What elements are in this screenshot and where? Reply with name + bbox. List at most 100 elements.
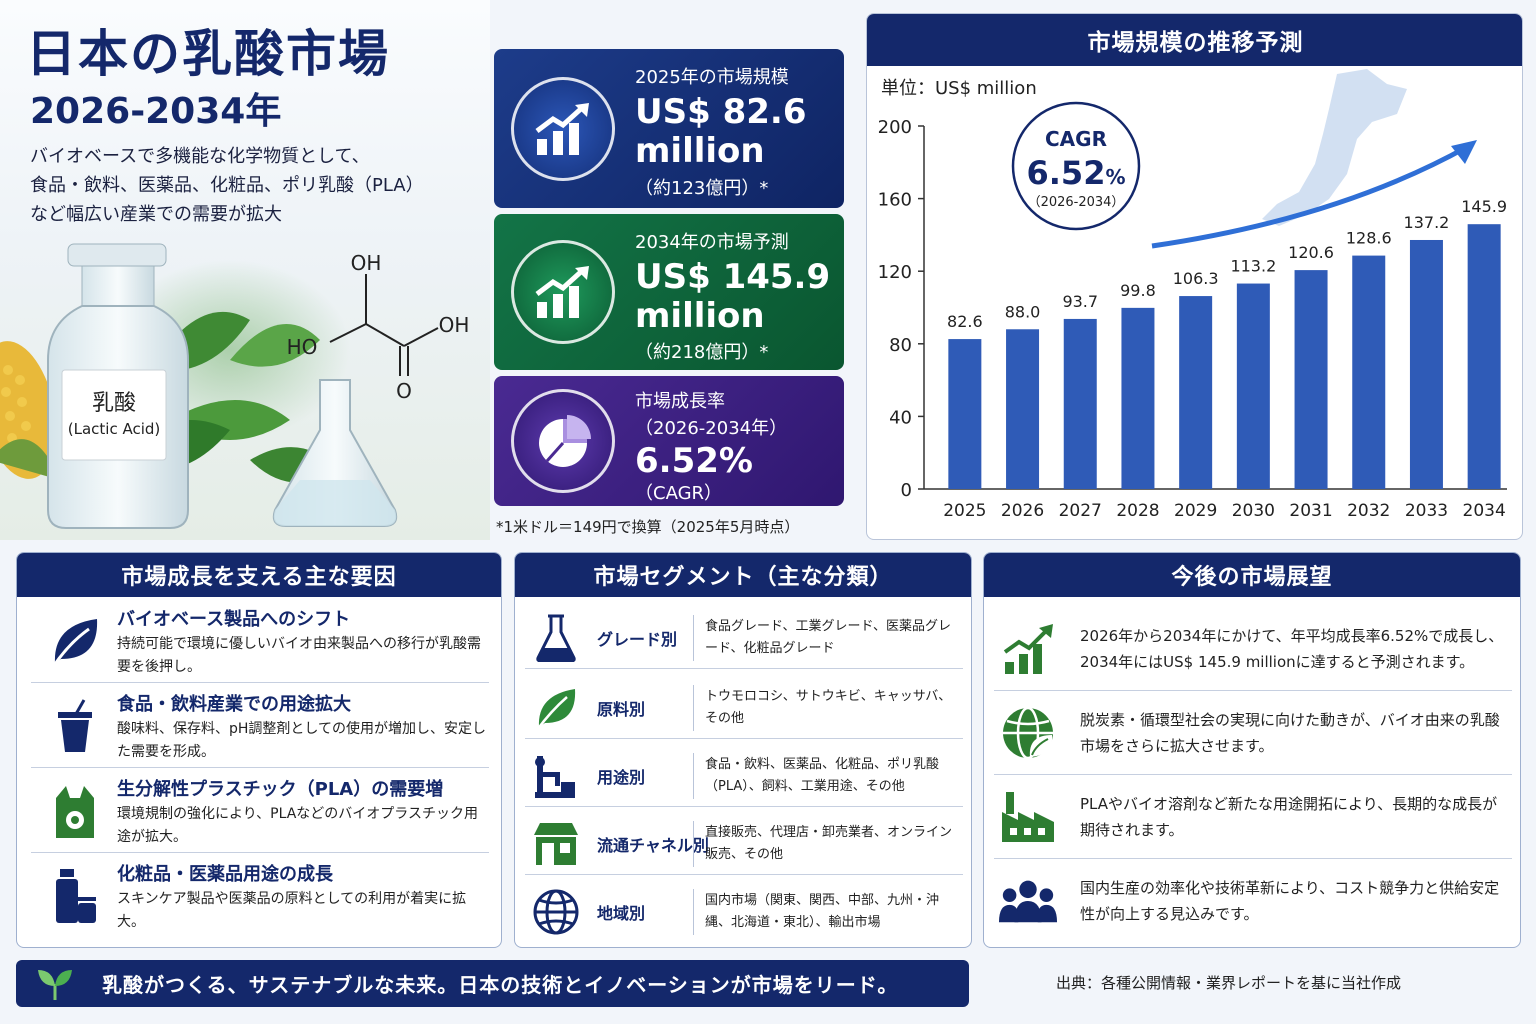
growth-chart-icon xyxy=(511,77,615,181)
data-label: 128.6 xyxy=(1346,229,1392,248)
market-size-chart-panel: 0 40 80 120 160 200 82.6 2025 88.0 2026 93.7 2027 99… xyxy=(866,13,1523,540)
flask-decoration xyxy=(272,379,398,527)
segment-row: 原料別 トウモロコシ、サトウキビ、キャッサバ、その他 xyxy=(525,677,963,739)
data-label: 137.2 xyxy=(1404,213,1450,232)
data-label: 82.6 xyxy=(947,312,983,331)
formula-ho-left: HO xyxy=(287,335,318,359)
bar xyxy=(1236,283,1270,489)
factor-desc: スキンケア製品や医薬品の原料としての利用が着実に拡大。 xyxy=(117,891,467,930)
factor-title: 生分解性プラスチック（PLA）の需要増 xyxy=(117,779,444,800)
cagr-period: （2026-2034） xyxy=(1028,195,1125,210)
formula-o-bottom: O xyxy=(396,379,412,403)
formula-oh-right: OH xyxy=(439,313,470,337)
bar xyxy=(1063,318,1097,489)
segment-values: 食品・飲料、医薬品、化粧品、ポリ乳酸（PLA）、飼料、工業用途、その他 xyxy=(705,757,940,794)
factor-item: 化粧品・医薬品用途の成長 スキンケア製品や医薬品の原料としての利用が着実に拡大。 xyxy=(31,854,489,938)
kpi-sub: （約123億円）* xyxy=(635,178,769,199)
lactic-acid-formula xyxy=(329,274,439,376)
bar xyxy=(1121,307,1155,489)
factor-item: バイオベース製品へのシフト 持続可能で環境に優しいバイオ由来製品への移行が乳酸需… xyxy=(31,599,489,683)
outlook-item: 2026年から2034年にかけて、年平均成長率6.52%で成長し、2034年には… xyxy=(994,607,1512,691)
leaf-icon xyxy=(45,611,105,671)
y-tick-label: 40 xyxy=(889,407,912,428)
x-tick-label: 2029 xyxy=(1174,501,1217,521)
data-label: 88.0 xyxy=(1005,302,1041,321)
kpi-card-2034: 2034年の市場予測 US$ 145.9 million （約218億円）* xyxy=(494,214,844,370)
y-tick-label: 120 xyxy=(878,262,912,283)
kpi-value-unit: million xyxy=(635,131,765,171)
x-tick-label: 2031 xyxy=(1289,501,1332,521)
kpi-card-cagr: 市場成長率 （2026-2034年） 6.52% （CAGR） xyxy=(494,376,844,506)
bar xyxy=(1006,329,1040,489)
bar xyxy=(1467,224,1501,489)
panel-header: 今後の市場展望 xyxy=(984,553,1520,597)
x-tick-label: 2033 xyxy=(1405,501,1448,521)
factor-title: 食品・飲料産業での用途拡大 xyxy=(117,694,351,715)
market-outlook-panel: 今後の市場展望 2026年から2034年にかけて、年平均成長率6.52%で成長し… xyxy=(983,552,1521,948)
bar xyxy=(1409,239,1443,489)
leaf-icon xyxy=(531,683,581,733)
trend-arrow xyxy=(1151,144,1469,249)
bar xyxy=(948,339,982,489)
formula-oh-top: OH xyxy=(351,251,382,275)
segment-values: 直接販売、代理店・卸売業者、オンライン販売、その他 xyxy=(705,825,953,862)
bar xyxy=(1352,255,1386,489)
sprout-icon xyxy=(38,970,72,1000)
factor-desc: 酸味料、保存料、pH調整剤としての使用が増加し、安定した需要を形成。 xyxy=(117,721,486,760)
kpi-label: 市場成長率 xyxy=(635,391,725,412)
growth-chart-icon xyxy=(511,240,615,344)
segment-name: 原料別 xyxy=(597,700,646,719)
hero-section: 乳酸 (Lactic Acid) OH HO OH O 日本の乳酸市場 2026… xyxy=(0,0,490,540)
page-period: 2026-2034年 xyxy=(30,91,282,132)
microscope-icon xyxy=(531,751,581,801)
bottle-label-en: (Lactic Acid) xyxy=(68,420,161,438)
segment-values: 国内市場（関東、関西、中部、九州・沖縄、北海道・東北）、輸出市場 xyxy=(705,893,940,930)
people-icon xyxy=(998,871,1058,931)
pie-chart-icon xyxy=(511,389,615,493)
data-label: 120.6 xyxy=(1288,243,1334,262)
segment-name: 流通チャネル別 xyxy=(597,836,709,855)
kpi-label: 2034年の市場予測 xyxy=(635,232,789,253)
bar xyxy=(1179,296,1213,489)
factor-item: 食品・飲料産業での用途拡大 酸味料、保存料、pH調整剤としての使用が増加し、安定… xyxy=(31,684,489,768)
panel-header: 市場セグメント（主な分類） xyxy=(515,553,971,597)
page-description: バイオベースで多機能な化学物質として、 食品・飲料、医薬品、化粧品、ポリ乳酸（P… xyxy=(30,142,470,229)
y-tick-label: 0 xyxy=(901,480,912,501)
segment-row: 用途別 食品・飲料、医薬品、化粧品、ポリ乳酸（PLA）、飼料、工業用途、その他 xyxy=(525,745,963,807)
segment-divider xyxy=(693,889,694,935)
data-label: 106.3 xyxy=(1173,269,1219,288)
y-tick-label: 200 xyxy=(878,117,912,138)
segment-name: グレード別 xyxy=(597,630,678,649)
recycle-bag-icon xyxy=(45,781,105,841)
outlook-item: 国内生産の効率化や技術革新により、コスト競争力と供給安定性が向上する見込みです。 xyxy=(994,859,1512,943)
kpi-value-unit: million xyxy=(635,296,765,336)
trend-arrowhead xyxy=(1451,140,1477,164)
growth-factors-panel: 市場成長を支える主な要因 バイオベース製品へのシフト 持続可能で環境に優しいバイ… xyxy=(16,552,502,948)
data-label: 113.2 xyxy=(1230,257,1276,276)
factor-desc: 環境規制の強化により、PLAなどのバイオプラスチック用途が拡大。 xyxy=(117,806,479,845)
kpi-label-period: （2026-2034年） xyxy=(635,418,788,439)
kpi-value: 6.52% xyxy=(635,441,753,481)
corn-icon xyxy=(0,341,60,480)
factory-icon xyxy=(998,787,1058,847)
kpi-card-2025: 2025年の市場規模 US$ 82.6 million （約123億円）* xyxy=(494,49,844,208)
growth-chart-icon xyxy=(998,619,1058,679)
cagr-label: CAGR xyxy=(1045,127,1107,151)
outlook-text: PLAやバイオ溶剤など新たな用途開拓により、長期的な成長が期待されます。 xyxy=(1080,795,1498,839)
segment-row: グレード別 食品グレード、工業グレード、医薬品グレード、化粧品グレード xyxy=(525,607,963,669)
outlook-item: PLAやバイオ溶剤など新たな用途開拓により、長期的な成長が期待されます。 xyxy=(994,775,1512,859)
x-tick-label: 2030 xyxy=(1232,501,1275,521)
outlook-text: 2026年から2034年にかけて、年平均成長率6.52%で成長し、2034年には… xyxy=(1080,627,1504,671)
description-line: など幅広い産業での需要が拡大 xyxy=(30,204,282,225)
segment-values: 食品グレード、工業グレード、医薬品グレード、化粧品グレード xyxy=(705,619,951,656)
x-tick-label: 2025 xyxy=(943,501,986,521)
x-tick-label: 2028 xyxy=(1116,501,1159,521)
description-line: 食品・飲料、医薬品、化粧品、ポリ乳酸（PLA） xyxy=(30,175,424,196)
cagr-badge xyxy=(1011,101,1141,231)
factor-title: バイオベース製品へのシフト xyxy=(117,609,351,630)
chart-unit-label: 単位：US$ million xyxy=(881,78,1037,99)
cup-icon xyxy=(45,696,105,756)
chart-header: 市場規模の推移予測 xyxy=(867,14,1522,66)
y-tick-label: 80 xyxy=(889,335,912,356)
kpi-value: US$ 82.6 xyxy=(635,92,807,132)
